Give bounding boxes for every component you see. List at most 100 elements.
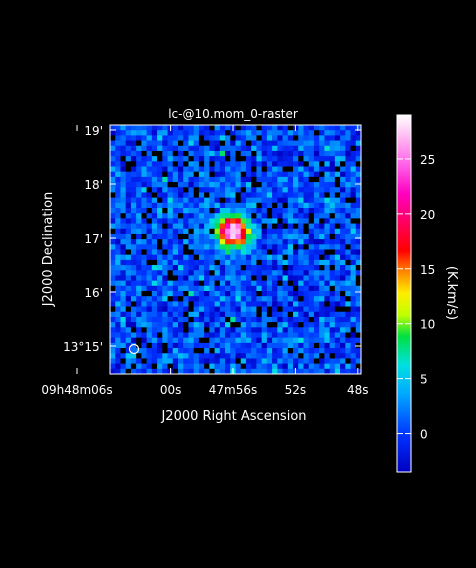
heatmap-cell bbox=[209, 348, 215, 354]
heatmap-cell bbox=[298, 301, 304, 307]
heatmap-cell bbox=[193, 327, 200, 333]
heatmap-cell bbox=[130, 280, 137, 287]
heatmap-cell bbox=[319, 254, 325, 261]
heatmap-cell bbox=[146, 275, 153, 281]
heatmap-cell bbox=[209, 270, 215, 276]
heatmap-cell bbox=[303, 202, 310, 209]
heatmap-cell bbox=[115, 306, 121, 313]
heatmap-cell bbox=[177, 249, 184, 255]
heatmap-cell bbox=[355, 125, 362, 131]
heatmap-cell bbox=[266, 176, 273, 183]
heatmap-cell bbox=[319, 202, 325, 209]
heatmap-cell bbox=[235, 156, 242, 162]
heatmap-cell bbox=[219, 342, 226, 349]
heatmap-cell bbox=[188, 265, 194, 271]
heatmap-cell bbox=[136, 316, 142, 323]
heatmap-cell bbox=[125, 306, 132, 313]
heatmap-cell bbox=[130, 218, 137, 224]
heatmap-cell bbox=[146, 301, 153, 307]
heatmap-cell bbox=[319, 197, 325, 204]
heatmap-cell bbox=[230, 353, 236, 359]
heatmap-cell bbox=[256, 208, 262, 214]
heatmap-cell bbox=[157, 150, 163, 157]
heatmap-cell bbox=[277, 145, 283, 152]
heatmap-cell bbox=[266, 150, 273, 157]
heatmap-cell bbox=[298, 218, 304, 224]
heatmap-cell bbox=[141, 239, 147, 245]
heatmap-cell bbox=[334, 223, 341, 230]
heatmap-cell bbox=[324, 327, 330, 333]
heatmap-cell bbox=[193, 358, 200, 364]
heatmap-cell bbox=[324, 156, 330, 162]
heatmap-cell bbox=[110, 301, 116, 307]
heatmap-cell bbox=[115, 291, 121, 297]
heatmap-cell bbox=[230, 171, 236, 178]
heatmap-cell bbox=[172, 244, 179, 250]
heatmap-cell bbox=[141, 150, 147, 157]
heatmap-cell bbox=[120, 233, 126, 240]
heatmap-cell bbox=[162, 368, 168, 375]
heatmap-cell bbox=[136, 161, 142, 167]
heatmap-cell bbox=[272, 218, 278, 224]
heatmap-cell bbox=[157, 306, 163, 313]
heatmap-cell bbox=[313, 327, 320, 333]
heatmap-cell bbox=[193, 332, 200, 338]
heatmap-cell bbox=[272, 208, 278, 214]
heatmap-cell bbox=[136, 156, 142, 162]
heatmap-cell bbox=[313, 265, 320, 271]
heatmap-cell bbox=[329, 296, 336, 302]
heatmap-cell bbox=[204, 187, 210, 193]
heatmap-cell bbox=[235, 233, 242, 240]
heatmap-cell bbox=[245, 285, 252, 292]
heatmap-cell bbox=[272, 254, 278, 261]
heatmap-cell bbox=[303, 368, 310, 375]
heatmap-cell bbox=[141, 296, 147, 302]
heatmap-cell bbox=[287, 301, 294, 307]
heatmap-cell bbox=[225, 348, 231, 354]
heatmap-cell bbox=[293, 275, 299, 281]
heatmap-cell bbox=[151, 306, 158, 313]
heatmap-cell bbox=[183, 176, 189, 183]
heatmap-cell bbox=[293, 233, 299, 240]
heatmap-cell bbox=[183, 270, 189, 276]
heatmap-cell bbox=[329, 202, 336, 209]
heatmap-cell bbox=[188, 348, 194, 354]
heatmap-cell bbox=[219, 213, 226, 219]
heatmap-cell bbox=[334, 150, 341, 157]
heatmap-cell bbox=[272, 197, 278, 204]
heatmap-cell bbox=[287, 254, 294, 261]
heatmap-cell bbox=[277, 316, 283, 323]
heatmap-cell bbox=[162, 316, 168, 323]
heatmap-cell bbox=[230, 166, 236, 172]
heatmap-cell bbox=[240, 265, 247, 271]
heatmap-cell bbox=[256, 275, 262, 281]
heatmap-cell bbox=[115, 332, 121, 338]
heatmap-cell bbox=[230, 182, 236, 188]
heatmap-cell bbox=[293, 192, 299, 198]
heatmap-cell bbox=[167, 140, 174, 147]
heatmap-cell bbox=[219, 135, 226, 141]
heatmap-cell bbox=[136, 233, 142, 240]
heatmap-cell bbox=[298, 363, 304, 370]
heatmap-cell bbox=[146, 192, 153, 198]
heatmap-cell bbox=[130, 166, 137, 172]
heatmap-cell bbox=[350, 368, 357, 375]
heatmap-cell bbox=[225, 306, 231, 313]
heatmap-cell bbox=[303, 192, 310, 198]
heatmap-cell bbox=[334, 244, 341, 250]
heatmap-cell bbox=[313, 135, 320, 141]
heatmap-cells bbox=[110, 125, 362, 375]
heatmap-cell bbox=[345, 348, 351, 354]
heatmap-cell bbox=[177, 239, 184, 245]
heatmap-cell bbox=[303, 130, 310, 136]
heatmap-cell bbox=[293, 166, 299, 172]
heatmap-cell bbox=[261, 342, 268, 349]
heatmap-cell bbox=[193, 306, 200, 313]
heatmap-cell bbox=[110, 197, 116, 204]
heatmap-cell bbox=[204, 327, 210, 333]
heatmap-cell bbox=[272, 311, 278, 318]
heatmap-cell bbox=[183, 140, 189, 147]
heatmap-cell bbox=[324, 280, 330, 287]
heatmap-cell bbox=[214, 291, 221, 297]
heatmap-cell bbox=[130, 332, 137, 338]
